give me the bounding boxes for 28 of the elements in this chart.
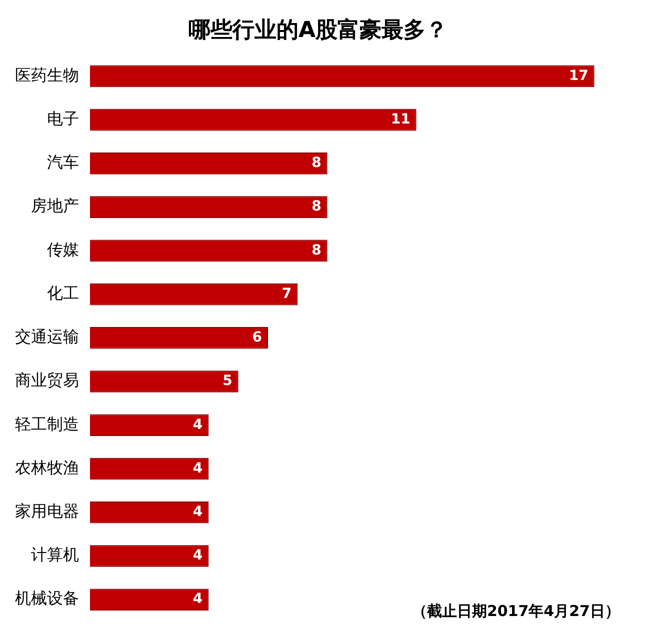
y-tick-label: 农林牧渔 xyxy=(15,458,79,477)
data-label: 4 xyxy=(192,591,203,608)
y-tick-label: 房地产 xyxy=(31,196,79,216)
y-tick-label: 传媒 xyxy=(47,240,79,259)
data-label: 7 xyxy=(282,286,292,302)
y-tick-label: 计算机 xyxy=(31,545,79,564)
chart-title: 哪些行业的A股富豪最多？ xyxy=(188,16,448,43)
y-tick-label: 交通运输 xyxy=(15,327,79,346)
y-tick-label: 商业贸易 xyxy=(15,370,79,390)
y-tick-label: 医药生物 xyxy=(15,65,79,84)
data-label: 4 xyxy=(192,548,203,564)
data-label: 4 xyxy=(192,416,203,433)
y-tick-label: 电子 xyxy=(47,108,79,128)
y-tick-label: 轻工制造 xyxy=(15,414,79,434)
data-label: 8 xyxy=(312,155,322,172)
data-label: 8 xyxy=(312,198,322,215)
data-label: 4 xyxy=(192,460,203,476)
y-tick-label: 化工 xyxy=(47,283,79,302)
data-label: 8 xyxy=(312,242,322,258)
y-tick-label: 机械设备 xyxy=(15,588,79,608)
y-tick-label: 家用电器 xyxy=(15,502,79,521)
annotation: （截止日期2017年4月27日） xyxy=(412,602,620,620)
data-label: 4 xyxy=(192,504,203,520)
data-label: 6 xyxy=(252,330,262,346)
data-label: 5 xyxy=(222,373,232,390)
y-tick-label: 汽车 xyxy=(47,152,79,172)
data-label: 11 xyxy=(390,111,410,128)
data-label: 17 xyxy=(568,68,588,84)
